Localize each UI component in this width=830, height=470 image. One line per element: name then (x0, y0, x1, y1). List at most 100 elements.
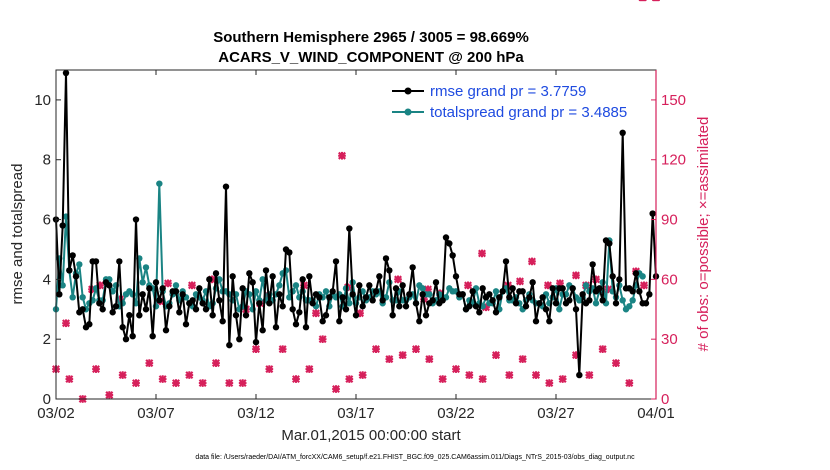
obs-assimilated-point (412, 345, 420, 354)
obs-assimilated-point (225, 379, 234, 388)
rmse-point (619, 129, 626, 137)
rmse-point (512, 300, 520, 307)
rmse-point (409, 264, 416, 271)
obs-assimilated-point (292, 375, 300, 384)
obs-assimilated-point (438, 375, 447, 384)
rmse-point (586, 297, 593, 304)
rmse-point (62, 69, 70, 77)
rmse-point (502, 258, 510, 265)
rmse-point (319, 318, 326, 325)
rmse-point (469, 288, 476, 295)
legend-spread-marker (404, 108, 412, 116)
obs-assimilated-point (385, 355, 394, 364)
totalspread-point (492, 288, 500, 295)
rmse-point (419, 291, 426, 298)
rmse-point (106, 282, 113, 289)
obs-assimilated-point (528, 257, 536, 266)
obs-assimilated-point (572, 271, 580, 280)
obs-assimilated-point (478, 249, 486, 258)
obs-assimilated-point (305, 365, 314, 374)
rmse-point (322, 312, 330, 319)
rmse-point (392, 285, 400, 292)
totalspread-point (259, 276, 266, 283)
rmse-point (122, 335, 130, 343)
rmse-point (479, 285, 486, 292)
obs-assimilated-point (118, 371, 127, 380)
rmse-point (606, 240, 613, 247)
rmse-point (242, 312, 250, 319)
rmse-point (179, 291, 186, 298)
y-right-tick-label: 120 (661, 152, 686, 169)
rmse-point (599, 297, 606, 304)
rmse-point (222, 183, 230, 190)
rmse-point (212, 270, 220, 277)
rmse-point (566, 297, 573, 304)
rmse-point (579, 291, 586, 298)
rmse-point (489, 297, 496, 304)
obs-assimilated-point (338, 151, 346, 160)
rmse-point (612, 300, 620, 307)
rmse-point (359, 303, 366, 310)
rmse-point (449, 252, 456, 259)
rmse-point (172, 288, 180, 295)
totalspread-point (556, 306, 563, 313)
obs-assimilated-point (585, 371, 594, 380)
rmse-point (152, 279, 160, 286)
rmse-point (609, 273, 616, 280)
rmse-point (162, 327, 170, 334)
obs-assimilated-point (345, 375, 354, 384)
y-tick-label: 2 (43, 331, 51, 348)
rmse-point (56, 291, 63, 298)
x-axis-label: Mar.01,2015 00:00:00 start (281, 427, 461, 444)
obs-assimilated-point (172, 379, 180, 388)
obs-assimilated-point (278, 345, 287, 354)
rmse-point (452, 273, 460, 280)
rmse-point (139, 291, 146, 298)
obs-assimilated-point (318, 335, 327, 344)
obs-assimilated-point (252, 345, 260, 354)
rmse-point (349, 291, 356, 298)
totalspread-point (626, 303, 633, 310)
rmse-point (299, 276, 306, 283)
rmse-point (142, 306, 150, 313)
rmse-point (646, 291, 653, 298)
obs-assimilated-point (640, 281, 648, 290)
rmse-point (336, 318, 343, 325)
rmse-point (492, 309, 500, 316)
rmse-point (442, 234, 450, 241)
y-axis-label-right: # of obs: o=possible; ×=assimilated (695, 117, 712, 352)
rmse-point (616, 276, 623, 283)
rmse-point (266, 300, 273, 307)
y-right-tick-label: 150 (661, 92, 686, 109)
rmse-point (202, 306, 210, 313)
rmse-point (116, 258, 123, 265)
obs-assimilated-point (92, 365, 100, 374)
obs-assimilated-point (532, 371, 540, 380)
rmse-point (386, 267, 393, 274)
rmse-point (389, 312, 396, 319)
x-tick-label: 03/17 (337, 405, 375, 422)
x-tick-label: 03/02 (37, 405, 75, 422)
rmse-point (252, 338, 260, 346)
obs-assimilated-point (132, 379, 140, 388)
rmse-point (446, 240, 453, 247)
rmse-point (79, 306, 86, 313)
y-right-tick-label: 60 (661, 271, 678, 288)
obs-assimilated-point (612, 359, 620, 368)
rmse-point (209, 312, 216, 319)
obs-assimilated-point (358, 371, 367, 380)
totalspread-point (592, 300, 600, 307)
rmse-point (539, 294, 546, 301)
rmse-point (356, 282, 363, 289)
rmse-point (226, 341, 233, 349)
rmse-series (52, 69, 660, 379)
rmse-point (642, 300, 650, 307)
rmse-point (69, 252, 76, 259)
rmse-point (406, 291, 413, 298)
x-axis: 03/02 03/07 03/12 03/17 03/22 03/27 04/01 (37, 70, 675, 422)
totalspread-point (582, 282, 590, 289)
obs-assimilated-point (452, 365, 460, 374)
rmse-point (286, 249, 293, 256)
y-tick-label: 8 (43, 152, 51, 169)
totalspread-point (639, 273, 646, 280)
